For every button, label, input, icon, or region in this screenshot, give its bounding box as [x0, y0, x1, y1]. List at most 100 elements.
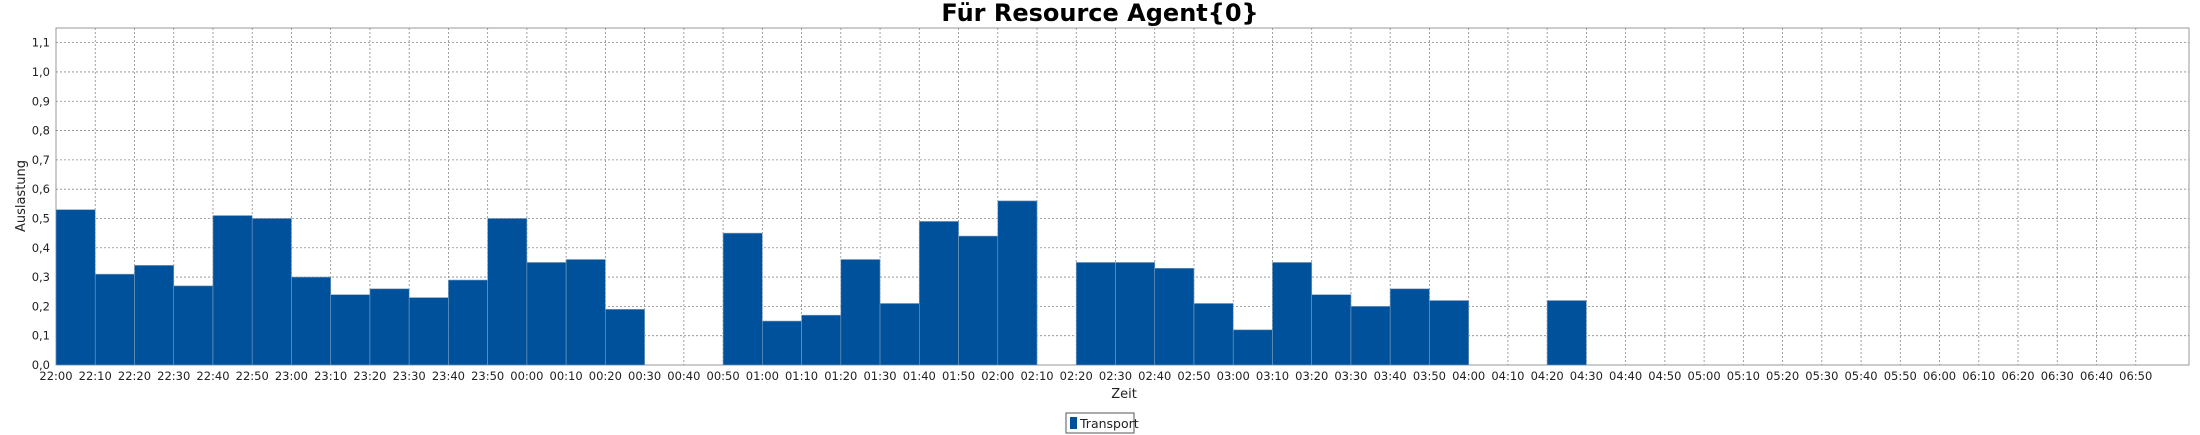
- x-axis-label: Zeit: [1111, 387, 1137, 402]
- y-tick-label: 0,4: [32, 241, 50, 255]
- x-tick-label: 22:30: [157, 369, 190, 383]
- x-tick-label: 02:40: [1138, 369, 1171, 383]
- x-tick-label: 01:00: [746, 369, 779, 383]
- bar-transport-2200: [55, 209, 96, 366]
- legend-swatch: [1070, 417, 1077, 429]
- x-tick-label: 00:50: [707, 369, 740, 383]
- x-tick-label: 04:40: [1609, 369, 1642, 383]
- bar-transport-2340: [448, 279, 488, 366]
- bar-transport-2310: [330, 294, 371, 366]
- x-tick-label: 02:20: [1060, 369, 1093, 383]
- y-tick-label: 1,1: [32, 36, 50, 50]
- bar-transport-2350: [487, 218, 528, 366]
- x-tick-label: 03:50: [1413, 369, 1446, 383]
- bar-transport-2250: [251, 218, 292, 366]
- legend: Transport: [1065, 412, 1139, 434]
- bar-transport-0020: [605, 309, 645, 366]
- x-tick-label: 23:30: [393, 369, 426, 383]
- y-tick-label: 0,6: [32, 182, 50, 196]
- x-tick-label: 02:10: [1020, 369, 1053, 383]
- x-tick-label: 03:10: [1256, 369, 1289, 383]
- x-tick-label: 06:40: [2080, 369, 2113, 383]
- x-tick-label: 04:50: [1648, 369, 1681, 383]
- bar-transport-2230: [173, 285, 214, 366]
- x-tick-label: 23:50: [471, 369, 504, 383]
- x-tick-label: 23:10: [314, 369, 347, 383]
- bar-transport-2320: [369, 288, 410, 366]
- x-tick-label: 01:20: [824, 369, 857, 383]
- x-tick-label: 03:20: [1295, 369, 1328, 383]
- y-tick-label: 0,0: [32, 358, 50, 372]
- y-tick-label: 0,9: [32, 94, 50, 108]
- x-tick-label: 01:10: [785, 369, 818, 383]
- bars: [55, 200, 1587, 366]
- x-tick-label: 00:10: [550, 369, 583, 383]
- x-tick-label: 22:00: [39, 369, 72, 383]
- bar-transport-0340: [1389, 288, 1430, 366]
- bar-transport-0010: [565, 259, 606, 366]
- chart-title: Für Resource Agent{0}: [941, 0, 1258, 27]
- bar-transport-0350: [1429, 300, 1469, 366]
- bar-transport-0320: [1311, 294, 1352, 366]
- x-tick-label: 06:20: [2001, 369, 2034, 383]
- x-tick-label: 03:30: [1334, 369, 1367, 383]
- bar-transport-0110: [801, 314, 842, 366]
- x-tick-label: 00:00: [510, 369, 543, 383]
- x-tick-label: 03:40: [1374, 369, 1407, 383]
- bar-transport-0420: [1546, 300, 1587, 366]
- bar-transport-2330: [408, 297, 449, 366]
- x-tick-label: 23:20: [353, 369, 386, 383]
- x-tick-label: 06:30: [2041, 369, 2074, 383]
- y-tick-label: 0,8: [32, 124, 50, 138]
- x-tick-label: 22:10: [79, 369, 112, 383]
- bar-transport-0230: [1115, 262, 1156, 366]
- legend-box: [1065, 412, 1135, 434]
- y-tick-label: 1,0: [32, 65, 50, 79]
- x-tick-label: 04:10: [1491, 369, 1524, 383]
- x-tick-label: 22:50: [236, 369, 269, 383]
- x-tick-label: 05:50: [1884, 369, 1917, 383]
- x-tick-label: 22:40: [196, 369, 229, 383]
- x-tick-label: 04:00: [1452, 369, 1485, 383]
- bar-transport-0140: [918, 221, 959, 366]
- bar-transport-2210: [94, 273, 135, 366]
- y-tick-label: 0,3: [32, 270, 50, 284]
- y-tick-labels: 0,0 0,1 0,2 0,3 0,4 0,5 0,6 0,7 0,8 0,9 1,0 1,1: [32, 36, 50, 372]
- bar-transport-0310: [1272, 262, 1313, 366]
- x-tick-label: 01:40: [903, 369, 936, 383]
- x-tick-labels: 22:00 22:10 22:20 22:30 22:40 22:50 23:00 23:10…: [39, 369, 2152, 383]
- x-tick-label: 01:50: [942, 369, 975, 383]
- bar-transport-0130: [879, 303, 920, 366]
- bar-transport-0220: [1075, 262, 1116, 366]
- x-tick-label: 06:10: [1962, 369, 1995, 383]
- x-tick-label: 02:00: [981, 369, 1014, 383]
- x-tick-label: 22:20: [118, 369, 151, 383]
- y-tick-label: 0,7: [32, 153, 50, 167]
- x-tick-label: 05:40: [1844, 369, 1877, 383]
- x-tick-label: 23:00: [275, 369, 308, 383]
- y-axis-label: Auslastung: [14, 160, 29, 232]
- bar-transport-0000: [526, 262, 567, 366]
- bar-transport-0330: [1350, 306, 1391, 366]
- bar-transport-2240: [212, 215, 253, 366]
- y-tick-label: 0,5: [32, 211, 50, 225]
- x-tick-label: 00:30: [628, 369, 661, 383]
- x-tick-label: 02:30: [1099, 369, 1132, 383]
- x-tick-label: 01:30: [863, 369, 896, 383]
- x-tick-label: 05:10: [1727, 369, 1760, 383]
- bar-transport-0050: [722, 232, 763, 366]
- x-tick-label: 00:40: [667, 369, 700, 383]
- bar-transport-0120: [840, 259, 881, 366]
- bar-transport-0240: [1154, 267, 1195, 366]
- bar-transport-0300: [1232, 329, 1273, 366]
- x-tick-label: 02:50: [1177, 369, 1210, 383]
- x-tick-label: 06:00: [1923, 369, 1956, 383]
- bar-transport-0200: [997, 200, 1038, 366]
- x-tick-label: 05:30: [1805, 369, 1838, 383]
- legend-label: Transport: [1079, 416, 1139, 431]
- y-tick-label: 0,2: [32, 299, 50, 313]
- x-tick-label: 05:20: [1766, 369, 1799, 383]
- x-tick-label: 04:20: [1531, 369, 1564, 383]
- bar-transport-0100: [762, 320, 802, 366]
